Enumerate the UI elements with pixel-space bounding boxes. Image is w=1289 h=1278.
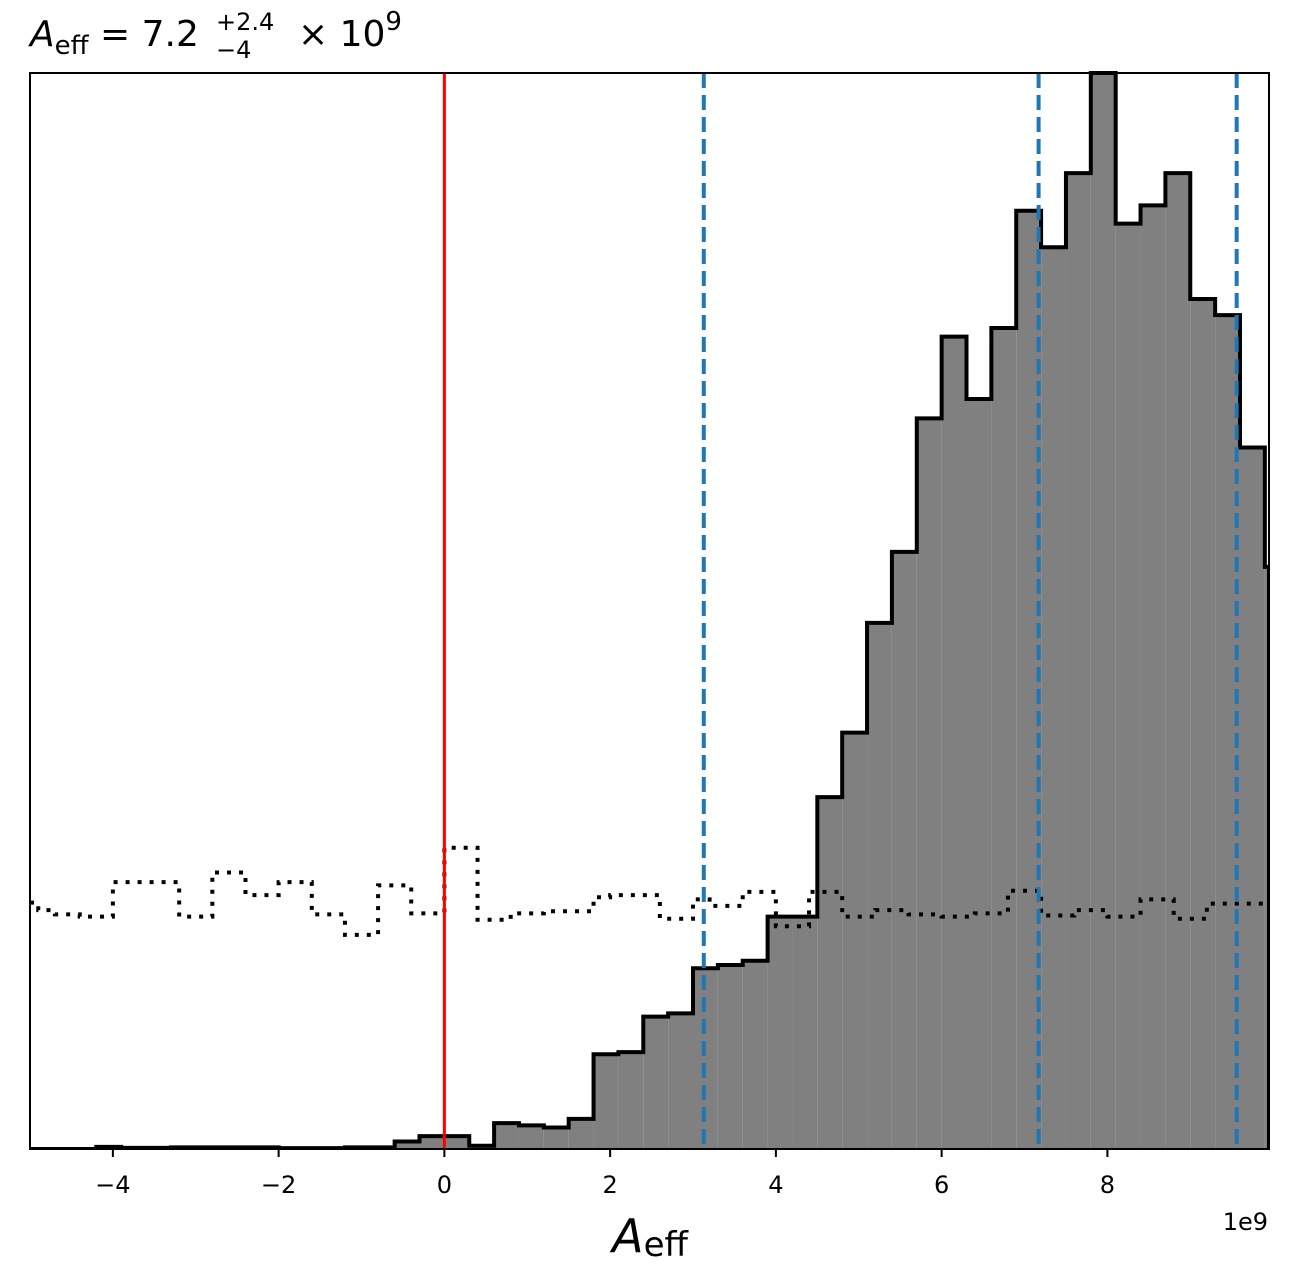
posterior-bar [717,965,743,1149]
x-offset-label: 1e9 [1223,1208,1268,1236]
x-tick-label: 4 [768,1171,783,1199]
posterior-bar [742,960,768,1149]
posterior-bar [1140,205,1166,1149]
posterior-bar [1165,173,1191,1149]
posterior-bar [568,1118,594,1149]
title-equals: = [89,14,142,55]
posterior-bar [543,1127,569,1149]
posterior-bar [817,797,843,1149]
axes-frame [29,72,1270,1150]
posterior-bar [1239,447,1265,1149]
posterior-bar [1190,298,1216,1149]
posterior-bar [916,418,942,1149]
x-tick-label: −2 [261,1171,296,1199]
chart-title: Aeff = 7.2 [28,14,199,61]
title-symbol: A [28,14,55,55]
posterior-bar [1090,73,1116,1149]
x-tick-label: 6 [934,1171,949,1199]
posterior-bar [618,1052,644,1149]
title-median: 7.2 [142,14,199,55]
posterior-bar [1115,223,1141,1149]
x-tick-label: 2 [602,1171,617,1199]
posterior-bar [394,1141,420,1149]
posterior-bar [991,328,1017,1149]
posterior-bar [792,916,818,1149]
posterior-bar [1065,173,1091,1149]
title-upper-error: +2.4 [216,8,274,36]
x-axis-label: Aeff [609,1209,689,1265]
title-exponent: 9 [385,7,402,37]
title-lower-error: −4 [216,36,251,64]
posterior-bar [494,1123,519,1149]
posterior-step-outline [30,71,1269,1149]
posterior-bar [966,399,992,1149]
title-multiplier-text: × 10 [298,14,385,55]
title-subscript: eff [55,31,90,61]
posterior-bar [668,1013,694,1149]
plot-content [30,71,1269,1149]
x-axis-label-subscript: eff [644,1225,690,1265]
posterior-bar [1264,566,1269,1149]
posterior-bar [891,551,917,1149]
x-tick-label: 0 [437,1171,452,1199]
posterior-bar [867,622,892,1149]
x-axis: −4 −2 0 2 4 6 8 [95,1149,1115,1199]
posterior-bar [518,1125,544,1149]
posterior-bar [842,732,868,1149]
posterior-bar [941,336,967,1149]
title-multiplier: × 109 [298,7,402,55]
plot-area [29,71,1270,1150]
posterior-bar [593,1054,619,1149]
posterior-bar [643,1016,669,1149]
x-tick-label: 8 [1100,1171,1115,1199]
x-axis-label-symbol: A [609,1209,643,1263]
posterior-bar [1041,247,1066,1149]
posterior-bar [767,916,793,1149]
x-tick-label: −4 [95,1171,130,1199]
